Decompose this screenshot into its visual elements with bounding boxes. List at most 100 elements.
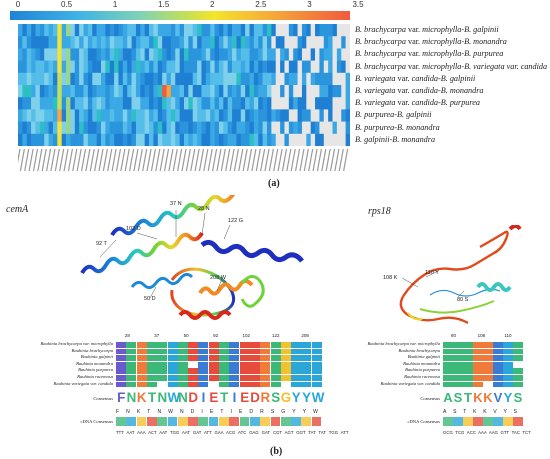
heatmap-cell — [122, 121, 128, 135]
alignment-residue-cell — [146, 381, 157, 388]
heatmap-cell — [70, 72, 76, 86]
heatmap-cell — [114, 24, 119, 37]
alignment-residue-cell — [280, 342, 291, 348]
heatmap-cell — [345, 60, 350, 74]
heatmap-cell — [332, 72, 338, 86]
heatmap-cell — [306, 36, 311, 49]
alignment-residue-cell — [146, 342, 157, 348]
heatmap-cell — [22, 36, 28, 49]
heatmap-cell — [61, 121, 67, 135]
row-label-pair: candida-B. purpurea — [411, 98, 481, 108]
heatmap-cell — [262, 48, 268, 61]
heatmap-cell — [245, 36, 250, 49]
heatmap-cell — [245, 109, 250, 122]
heatmap-cell — [153, 60, 159, 74]
heatmap-row-label: B. variegata var. candida-B. monandra — [355, 86, 484, 95]
heatmap-cell — [118, 36, 124, 49]
heatmap-cell — [66, 97, 71, 110]
alignment-residue-cell — [503, 381, 513, 388]
heatmap-cell — [101, 133, 106, 146]
heatmap-cell — [87, 121, 93, 135]
heatmap-cell — [280, 85, 285, 98]
heatmap-cell — [319, 60, 325, 74]
alignment-species-name: Bauhinia monandra — [76, 360, 113, 366]
heatmap-cell — [288, 85, 294, 98]
alignment-residue-cell — [146, 368, 157, 375]
column-label-mark — [159, 148, 165, 172]
heatmap-cell — [140, 133, 145, 146]
helix-4 — [130, 272, 194, 290]
heatmap-cell — [332, 85, 338, 98]
heatmap-cell — [341, 121, 346, 135]
column-label-mark — [303, 148, 309, 172]
heatmap-cell — [140, 48, 145, 61]
heatmap-cell — [184, 133, 189, 146]
heatmap-cell — [192, 60, 198, 74]
heatmap-cell — [297, 121, 303, 135]
heatmap-cell — [79, 72, 84, 86]
heatmap-cell — [18, 109, 23, 122]
consensus-logo-letter: T — [220, 390, 229, 405]
heatmap-cell — [135, 85, 141, 98]
heatmap-cell — [83, 85, 89, 98]
alignment-residue-cell — [198, 375, 209, 381]
heatmap-cell — [258, 85, 263, 98]
heatmap-cell — [188, 24, 194, 37]
residue-label: 92 T — [96, 241, 107, 247]
alignment-residue-cell — [493, 348, 503, 355]
heatmap-cell — [345, 36, 350, 49]
heatmap-cell — [258, 60, 263, 74]
alignment-residue-cell — [146, 375, 157, 381]
cdna-logo-bar — [493, 417, 503, 426]
cemA-structure — [80, 195, 304, 320]
heatmap-cell — [192, 48, 198, 61]
heatmap-cell — [214, 72, 220, 86]
heatmap-cell — [262, 109, 268, 122]
alignment-species-name: Bauhinia racemosa — [404, 374, 440, 379]
heatmap-cell — [44, 133, 49, 146]
heatmap-cell — [179, 72, 185, 86]
alignment-residue-cell — [260, 342, 271, 348]
heatmap-cell — [315, 85, 320, 98]
heatmap-cell — [232, 121, 237, 135]
consensus-logo-letter: E — [209, 390, 219, 405]
heatmap-cell — [179, 133, 185, 146]
column-label-mark — [233, 148, 240, 172]
alignment-residue-cell — [249, 375, 260, 381]
heatmap-cell — [323, 121, 329, 135]
heatmap-cell — [153, 85, 159, 98]
heatmap-cell — [253, 48, 259, 61]
heatmap-cell — [127, 85, 132, 98]
heatmap-cell — [118, 97, 124, 110]
residue-label: 37 N — [170, 201, 182, 207]
alignment-species-name: Bauhinia galpinii — [80, 354, 113, 360]
heatmap-cell — [315, 36, 320, 49]
alignment-species-name: Bauhinia variegata var. candida — [53, 380, 113, 386]
heatmap-cell — [275, 72, 281, 86]
column-label-mark — [111, 148, 117, 172]
heatmap-cell — [253, 97, 259, 110]
heatmap-cell — [297, 24, 303, 37]
heatmap-cell — [319, 97, 325, 110]
heatmap-cell — [109, 85, 115, 98]
cdna-logo-bar — [291, 417, 301, 426]
heatmap-cell — [109, 109, 115, 122]
helix-6 — [178, 310, 232, 320]
heatmap-cell — [118, 48, 124, 61]
heatmap-cell — [96, 85, 102, 98]
alignment-residue-cell — [219, 342, 229, 348]
heatmap-cell — [310, 133, 316, 146]
column-label-mark — [72, 148, 78, 172]
residue-label: 102 D — [126, 226, 141, 232]
heatmap-cell — [18, 60, 23, 74]
heatmap-cell — [153, 133, 159, 146]
heatmap-cell — [170, 60, 176, 74]
heatmap-cell — [157, 121, 163, 135]
heatmap-cell — [245, 97, 250, 110]
column-label-mark — [316, 148, 323, 172]
heatmap-cell — [101, 97, 106, 110]
heatmap-cell — [149, 24, 154, 37]
heatmap-cell — [66, 48, 71, 61]
heatmap-cell — [319, 121, 325, 135]
consensus-logo-letter: S — [453, 390, 463, 405]
